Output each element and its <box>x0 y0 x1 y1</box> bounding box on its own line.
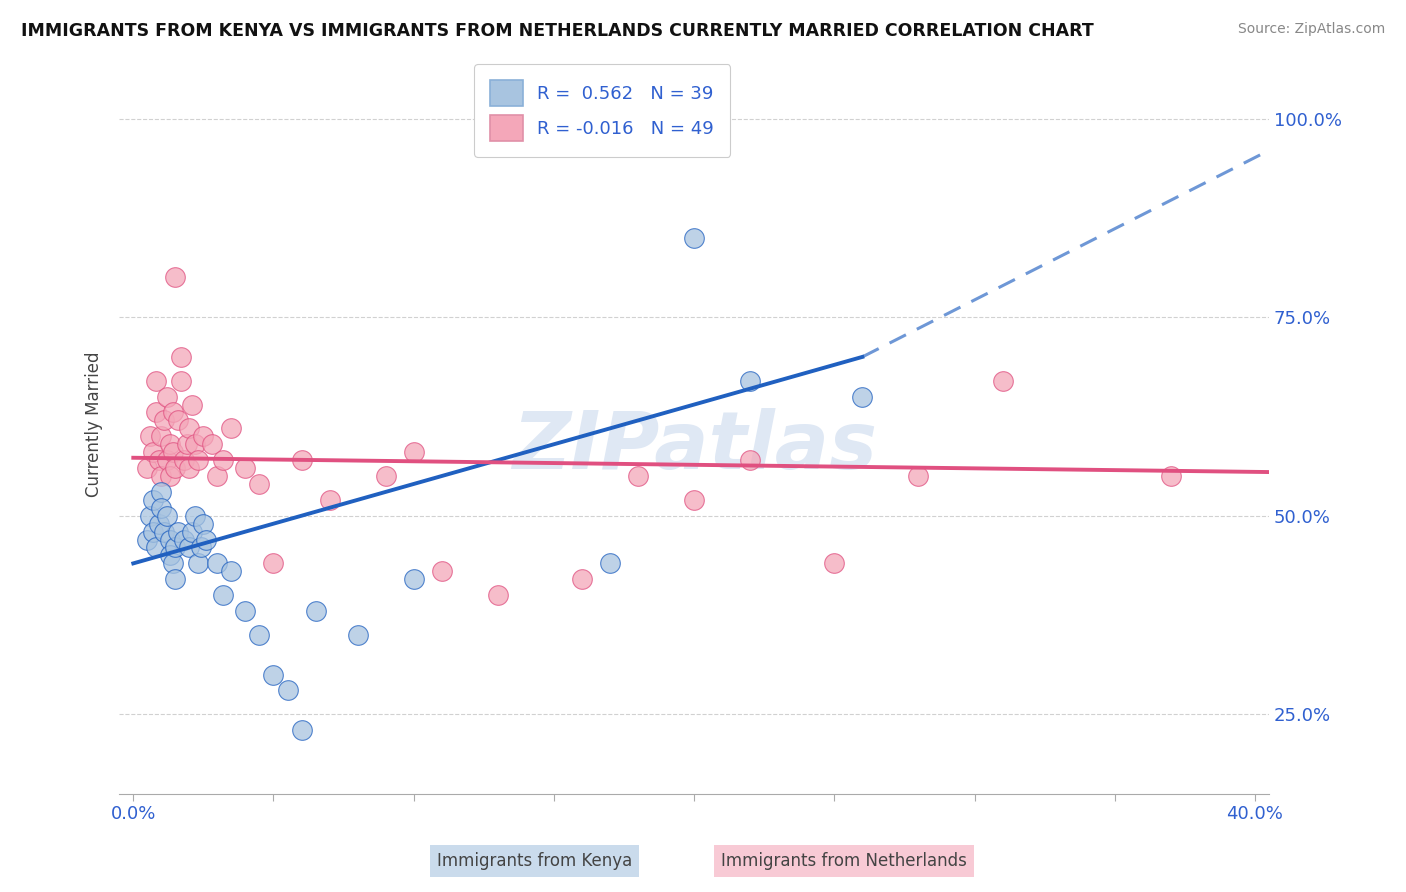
Point <box>402 445 425 459</box>
Point <box>173 533 195 547</box>
Point <box>290 723 312 738</box>
Point <box>221 421 243 435</box>
Point <box>184 437 207 451</box>
Point <box>221 564 243 578</box>
Point <box>159 549 181 563</box>
Point <box>190 541 212 555</box>
Point <box>181 524 204 539</box>
Legend: R =  0.562   N = 39, R = -0.016   N = 49: R = 0.562 N = 39, R = -0.016 N = 49 <box>474 64 730 157</box>
Point <box>142 492 165 507</box>
Point <box>304 604 326 618</box>
Point <box>740 374 762 388</box>
Point <box>145 541 167 555</box>
Point <box>263 557 285 571</box>
Point <box>212 453 235 467</box>
Point <box>249 628 271 642</box>
Point <box>145 374 167 388</box>
Text: Immigrants from Netherlands: Immigrants from Netherlands <box>721 852 966 870</box>
Point <box>571 572 593 586</box>
Point <box>1160 469 1182 483</box>
Point <box>249 477 271 491</box>
Y-axis label: Currently Married: Currently Married <box>86 351 103 497</box>
Point <box>156 390 179 404</box>
Point <box>823 557 845 571</box>
Text: Source: ZipAtlas.com: Source: ZipAtlas.com <box>1237 22 1385 37</box>
Point <box>187 557 209 571</box>
Point <box>156 508 179 523</box>
Point <box>195 533 218 547</box>
Point <box>142 445 165 459</box>
Point <box>136 461 159 475</box>
Point <box>150 469 173 483</box>
Point <box>165 461 187 475</box>
Point <box>627 469 650 483</box>
Point <box>430 564 453 578</box>
Point <box>150 500 173 515</box>
Point <box>318 492 340 507</box>
Point <box>290 453 312 467</box>
Point <box>159 437 181 451</box>
Point <box>165 572 187 586</box>
Point <box>176 437 198 451</box>
Point <box>179 461 201 475</box>
Point <box>181 398 204 412</box>
Point <box>201 437 224 451</box>
Point <box>184 508 207 523</box>
Point <box>207 469 229 483</box>
Point <box>193 516 215 531</box>
Point <box>148 453 170 467</box>
Point <box>136 533 159 547</box>
Point <box>153 524 176 539</box>
Text: Immigrants from Kenya: Immigrants from Kenya <box>437 852 631 870</box>
Point <box>235 604 257 618</box>
Point <box>179 541 201 555</box>
Point <box>153 413 176 427</box>
Point <box>150 484 173 499</box>
Point <box>167 413 190 427</box>
Point <box>142 524 165 539</box>
Point <box>159 533 181 547</box>
Point <box>374 469 396 483</box>
Point <box>212 588 235 602</box>
Point <box>402 572 425 586</box>
Point <box>346 628 368 642</box>
Point <box>170 350 193 364</box>
Point <box>179 421 201 435</box>
Point <box>276 683 298 698</box>
Point <box>145 405 167 419</box>
Point <box>263 667 285 681</box>
Point <box>162 445 184 459</box>
Point <box>173 453 195 467</box>
Point <box>991 374 1014 388</box>
Point <box>187 453 209 467</box>
Point <box>193 429 215 443</box>
Point <box>139 429 162 443</box>
Point <box>150 429 173 443</box>
Text: IMMIGRANTS FROM KENYA VS IMMIGRANTS FROM NETHERLANDS CURRENTLY MARRIED CORRELATI: IMMIGRANTS FROM KENYA VS IMMIGRANTS FROM… <box>21 22 1094 40</box>
Point <box>170 374 193 388</box>
Point <box>740 453 762 467</box>
Point <box>162 557 184 571</box>
Point <box>165 270 187 285</box>
Point <box>165 541 187 555</box>
Text: ZIPatlas: ZIPatlas <box>512 408 876 485</box>
Point <box>159 469 181 483</box>
Point <box>907 469 929 483</box>
Point <box>167 524 190 539</box>
Point <box>207 557 229 571</box>
Point <box>851 390 873 404</box>
Point <box>486 588 509 602</box>
Point <box>162 405 184 419</box>
Point <box>139 508 162 523</box>
Point <box>683 492 706 507</box>
Point <box>235 461 257 475</box>
Point <box>148 516 170 531</box>
Point <box>683 231 706 245</box>
Point <box>599 557 621 571</box>
Point <box>156 453 179 467</box>
